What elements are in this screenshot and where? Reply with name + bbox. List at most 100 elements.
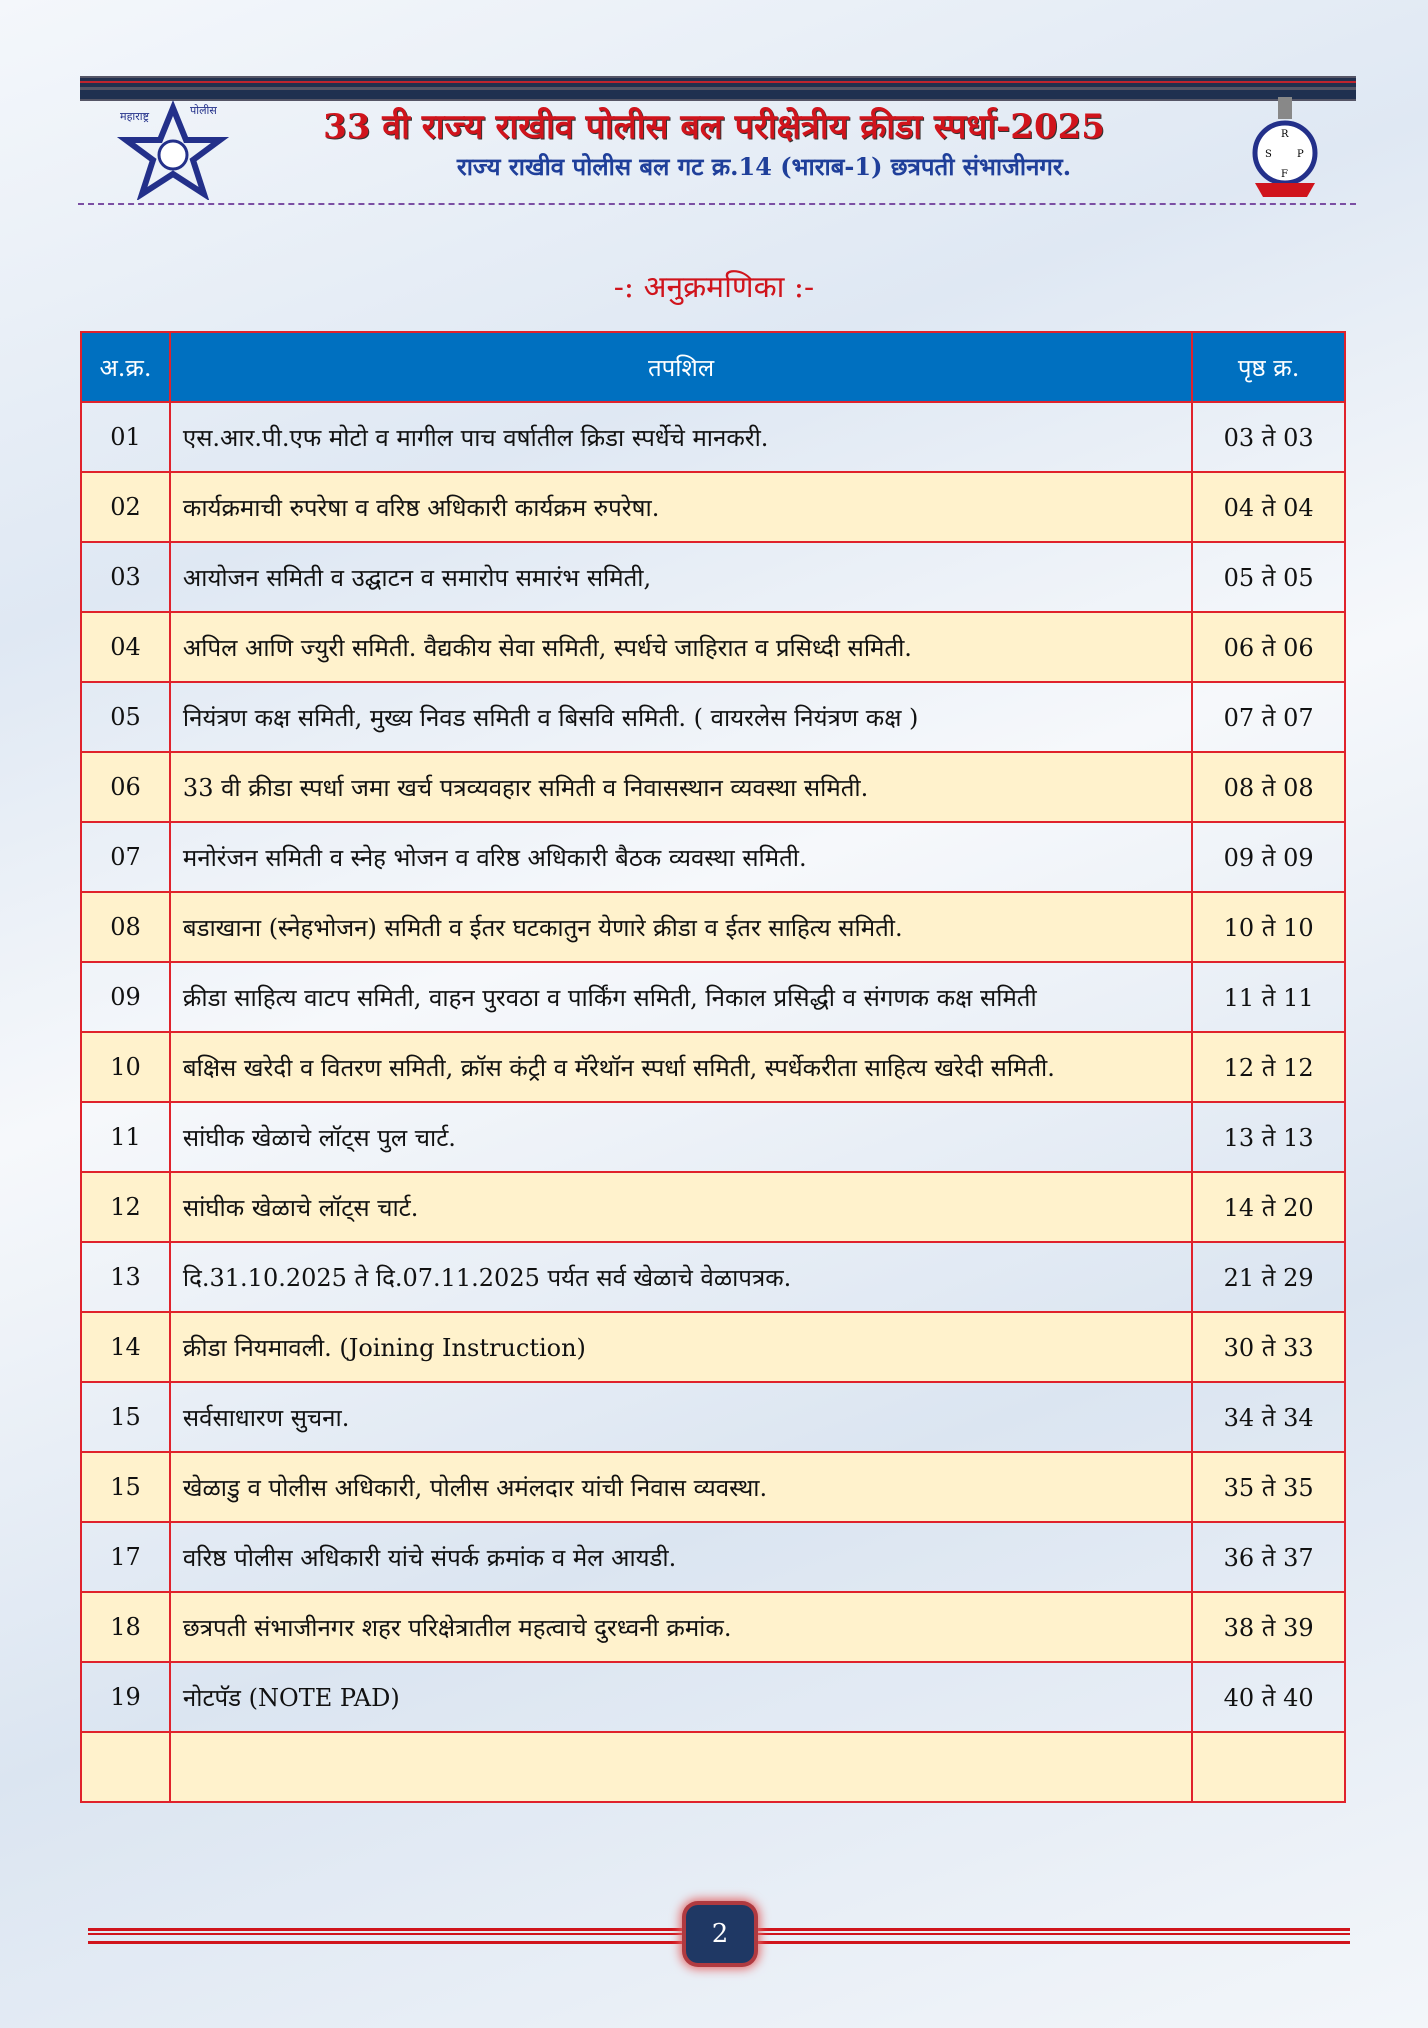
serial-cell: 11 [80,1101,171,1173]
table-row: 10 बक्षिस खरेदी व वितरण समिती, क्रॉस कंट्… [80,1031,1346,1103]
serial-cell: 19 [80,1661,171,1733]
column-header-page: पृष्ठ क्र. [1191,331,1346,403]
details-cell: सांघीक खेळाचे लॉट्स चार्ट. [168,1171,1194,1243]
table-row: 18 छत्रपती संभाजीनगर शहर परिक्षेत्रातील म… [80,1591,1346,1663]
serial-cell: 10 [80,1031,171,1103]
details-cell: कार्यक्रमाची रुपरेषा व वरिष्ठ अधिकारी का… [168,471,1194,543]
serial-cell: 01 [80,401,171,473]
svg-text:R: R [1281,129,1289,140]
page-cell: 35 ते 35 [1191,1451,1346,1523]
serial-cell: 05 [80,681,171,753]
details-cell: दि.31.10.2025 ते दि.07.11.2025 पर्यत सर्… [168,1241,1194,1313]
serial-cell: 15 [80,1381,171,1453]
details-cell: बक्षिस खरेदी व वितरण समिती, क्रॉस कंट्री… [168,1031,1194,1103]
details-cell: आयोजन समिती व उद्घाटन व समारोप समारंभ सम… [168,541,1194,613]
serial-cell: 14 [80,1311,171,1383]
header-divider [78,203,1356,205]
page-cell: 36 ते 37 [1191,1521,1346,1593]
page-cell: 06 ते 06 [1191,611,1346,683]
page-cell: 07 ते 07 [1191,681,1346,753]
table-row: 01 एस.आर.पी.एफ मोटो व मागील पाच वर्षातील … [80,401,1346,473]
page-cell: 03 ते 03 [1191,401,1346,473]
table-row: 03 आयोजन समिती व उद्घाटन व समारोप समारंभ … [80,541,1346,613]
document-title: 33 वी राज्य राखीव पोलीस बल परीक्षेत्रीय … [323,107,1105,147]
serial-cell: 12 [80,1171,171,1243]
table-row: 15 खेळाडु व पोलीस अधिकारी, पोलीस अमंलदार … [80,1451,1346,1523]
page-cell: 09 ते 09 [1191,821,1346,893]
table-row: 08 बडाखाना (स्नेहभोजन) समिती व ईतर घटकातु… [80,891,1346,963]
details-cell: खेळाडु व पोलीस अधिकारी, पोलीस अमंलदार या… [168,1451,1194,1523]
table-row: 02 कार्यक्रमाची रुपरेषा व वरिष्ठ अधिकारी … [80,471,1346,543]
page-cell: 38 ते 39 [1191,1591,1346,1663]
details-cell: सांघीक खेळाचे लॉट्स पुल चार्ट. [168,1101,1194,1173]
table-row: 17 वरिष्ठ पोलीस अधिकारी यांचे संपर्क क्रम… [80,1521,1346,1593]
page-cell: 14 ते 20 [1191,1171,1346,1243]
page-cell: 13 ते 13 [1191,1101,1346,1173]
details-cell: बडाखाना (स्नेहभोजन) समिती व ईतर घटकातुन … [168,891,1194,963]
serial-cell: 15 [80,1451,171,1523]
table-row: 14 क्रीडा नियमावली. (Joining Instruction)… [80,1311,1346,1383]
column-header-details: तपशिल [168,331,1194,403]
serial-cell: 03 [80,541,171,613]
serial-cell [80,1731,171,1803]
maharashtra-police-logo: महाराष्ट्र पोलीस [116,100,230,200]
page-cell: 04 ते 04 [1191,471,1346,543]
table-row [80,1731,1346,1803]
table-row: 09 क्रीडा साहित्य वाटप समिती, वाहन पुरवठा… [80,961,1346,1033]
page-cell: 30 ते 33 [1191,1311,1346,1383]
svg-text:P: P [1297,149,1304,160]
details-cell: मनोरंजन समिती व स्नेह भोजन व वरिष्ठ अधिक… [168,821,1194,893]
svg-text:F: F [1281,169,1288,180]
table-row: 07 मनोरंजन समिती व स्नेह भोजन व वरिष्ठ अध… [80,821,1346,893]
table-row: 05 नियंत्रण कक्ष समिती, मुख्य निवड समिती … [80,681,1346,753]
column-header-serial: अ.क्र. [80,331,171,403]
serial-cell: 04 [80,611,171,683]
details-cell: क्रीडा नियमावली. (Joining Instruction) [168,1311,1194,1383]
srpf-logo: RS PF [1252,97,1318,197]
page-cell: 40 ते 40 [1191,1661,1346,1733]
page-cell: 12 ते 12 [1191,1031,1346,1103]
details-cell: 33 वी क्रीडा स्पर्धा जमा खर्च पत्रव्यवहा… [168,751,1194,823]
page-cell [1191,1731,1346,1803]
header-rule [80,88,1356,101]
table-row: 11 सांघीक खेळाचे लॉट्स पुल चार्ट. 13 ते 13 [80,1101,1346,1173]
table-row: 19 नोटपॅड (NOTE PAD) 40 ते 40 [80,1661,1346,1733]
svg-text:पोलीस: पोलीस [190,104,217,117]
index-table: अ.क्र. तपशिल पृष्ठ क्र. 01 एस.आर.पी.एफ मो… [80,331,1346,1803]
table-header-row: अ.क्र. तपशिल पृष्ठ क्र. [80,331,1346,403]
svg-text:महाराष्ट्र: महाराष्ट्र [120,110,150,123]
details-cell: छत्रपती संभाजीनगर शहर परिक्षेत्रातील महत… [168,1591,1194,1663]
svg-text:S: S [1265,149,1272,160]
serial-cell: 08 [80,891,171,963]
page-number: 2 [686,1905,754,1963]
page-cell: 08 ते 08 [1191,751,1346,823]
page-cell: 05 ते 05 [1191,541,1346,613]
table-row: 04 अपिल आणि ज्युरी समिती. वैद्यकीय सेवा स… [80,611,1346,683]
table-row: 12 सांघीक खेळाचे लॉट्स चार्ट. 14 ते 20 [80,1171,1346,1243]
page-cell: 21 ते 29 [1191,1241,1346,1313]
details-cell: सर्वसाधारण सुचना. [168,1381,1194,1453]
serial-cell: 02 [80,471,171,543]
details-cell: नियंत्रण कक्ष समिती, मुख्य निवड समिती व … [168,681,1194,753]
table-row: 13 दि.31.10.2025 ते दि.07.11.2025 पर्यत स… [80,1241,1346,1313]
table-row: 15 सर्वसाधारण सुचना. 34 ते 34 [80,1381,1346,1453]
page-cell: 34 ते 34 [1191,1381,1346,1453]
serial-cell: 06 [80,751,171,823]
details-cell: अपिल आणि ज्युरी समिती. वैद्यकीय सेवा समि… [168,611,1194,683]
table-row: 06 33 वी क्रीडा स्पर्धा जमा खर्च पत्रव्यव… [80,751,1346,823]
page-cell: 11 ते 11 [1191,961,1346,1033]
details-cell: नोटपॅड (NOTE PAD) [168,1661,1194,1733]
index-heading: -: अनुक्रमणिका :- [613,270,815,305]
serial-cell: 18 [80,1591,171,1663]
page-cell: 10 ते 10 [1191,891,1346,963]
details-cell: वरिष्ठ पोलीस अधिकारी यांचे संपर्क क्रमां… [168,1521,1194,1593]
details-cell [168,1731,1194,1803]
serial-cell: 13 [80,1241,171,1313]
serial-cell: 09 [80,961,171,1033]
document-subtitle: राज्य राखीव पोलीस बल गट क्र.14 (भाराब-1)… [456,152,1072,181]
details-cell: एस.आर.पी.एफ मोटो व मागील पाच वर्षातील क्… [168,401,1194,473]
serial-cell: 07 [80,821,171,893]
serial-cell: 17 [80,1521,171,1593]
details-cell: क्रीडा साहित्य वाटप समिती, वाहन पुरवठा व… [168,961,1194,1033]
